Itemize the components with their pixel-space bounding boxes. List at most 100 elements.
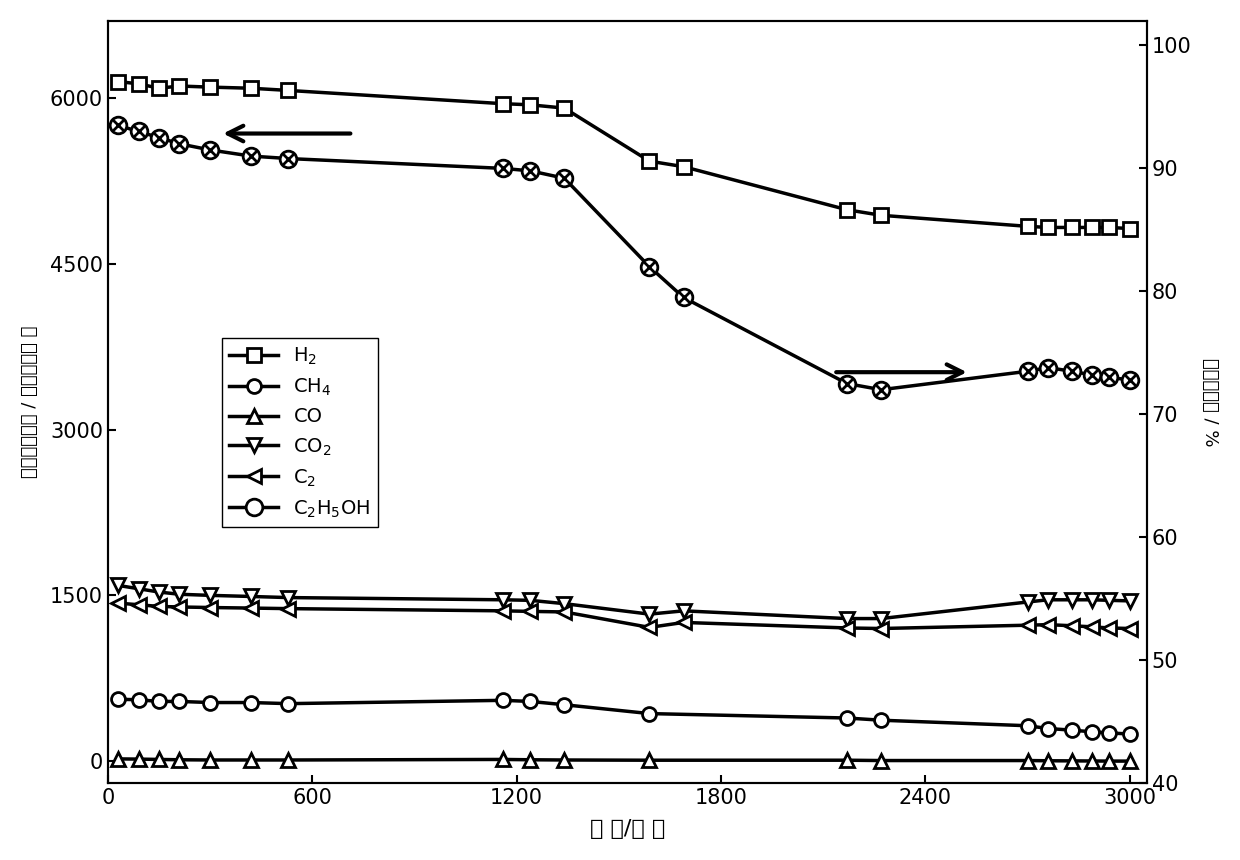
H$_2$ — [131, 78, 146, 89]
CO — [1122, 756, 1137, 766]
CO — [281, 755, 296, 765]
CH$_4$ — [1102, 728, 1117, 738]
C$_2$H$_5$OH — [172, 138, 187, 149]
H$_2$ — [642, 156, 657, 166]
CO — [172, 754, 187, 765]
C$_2$ — [839, 623, 854, 633]
CO — [202, 755, 217, 765]
C$_2$ — [202, 602, 217, 612]
Line: CH$_4$: CH$_4$ — [112, 692, 1137, 741]
CO$_2$ — [1102, 595, 1117, 605]
CO — [110, 753, 125, 764]
C$_2$H$_5$OH — [243, 151, 258, 162]
CO$_2$ — [202, 590, 217, 600]
C$_2$H$_5$OH — [1064, 366, 1079, 377]
Y-axis label: 乙醇转化率 / %: 乙醇转化率 / % — [1202, 358, 1219, 446]
CH$_4$ — [874, 715, 889, 725]
CH$_4$ — [110, 694, 125, 704]
X-axis label: 时 间/分 钟: 时 间/分 钟 — [590, 820, 665, 839]
C$_2$ — [1085, 622, 1100, 632]
CO$_2$ — [839, 613, 854, 624]
H$_2$ — [1085, 222, 1100, 232]
CO — [839, 755, 854, 765]
C$_2$ — [523, 606, 538, 617]
CO — [1064, 756, 1079, 766]
CH$_4$ — [1064, 725, 1079, 735]
CH$_4$ — [1040, 723, 1055, 734]
CH$_4$ — [281, 698, 296, 709]
H$_2$ — [839, 205, 854, 215]
CO — [1040, 756, 1055, 766]
CO$_2$ — [496, 594, 511, 605]
Line: C$_2$: C$_2$ — [112, 596, 1137, 636]
C$_2$H$_5$OH — [202, 144, 217, 155]
CH$_4$ — [523, 697, 538, 707]
C$_2$ — [131, 599, 146, 610]
CH$_4$ — [202, 697, 217, 708]
C$_2$H$_5$OH — [676, 292, 691, 303]
C$_2$H$_5$OH — [874, 384, 889, 395]
CH$_4$ — [243, 697, 258, 708]
H$_2$ — [151, 83, 166, 94]
C$_2$ — [557, 607, 572, 617]
CO$_2$ — [1085, 594, 1100, 605]
H$_2$ — [557, 103, 572, 114]
C$_2$H$_5$OH — [281, 153, 296, 163]
C$_2$ — [1040, 619, 1055, 630]
Legend: H$_2$, CH$_4$, CO, CO$_2$, C$_2$, C$_2$H$_5$OH: H$_2$, CH$_4$, CO, CO$_2$, C$_2$, C$_2$H… — [222, 338, 378, 527]
CH$_4$ — [131, 695, 146, 705]
CO$_2$ — [523, 595, 538, 605]
C$_2$H$_5$OH — [1102, 372, 1117, 383]
CH$_4$ — [1021, 721, 1035, 731]
CO — [1085, 756, 1100, 766]
CO$_2$ — [110, 580, 125, 591]
CO$_2$ — [1122, 596, 1137, 606]
Line: CO$_2$: CO$_2$ — [112, 579, 1137, 625]
CO — [1021, 755, 1035, 765]
C$_2$ — [1021, 620, 1035, 630]
C$_2$H$_5$OH — [1122, 375, 1137, 385]
CH$_4$ — [839, 713, 854, 723]
Line: H$_2$: H$_2$ — [112, 75, 1137, 236]
CO$_2$ — [172, 589, 187, 599]
C$_2$ — [151, 601, 166, 611]
C$_2$ — [281, 604, 296, 614]
CO — [557, 755, 572, 765]
C$_2$ — [110, 598, 125, 608]
H$_2$ — [1040, 222, 1055, 232]
H$_2$ — [1064, 222, 1079, 232]
CO$_2$ — [557, 599, 572, 609]
C$_2$ — [1102, 623, 1117, 633]
Line: CO: CO — [112, 752, 1137, 768]
C$_2$H$_5$OH — [1085, 370, 1100, 380]
C$_2$H$_5$OH — [1040, 362, 1055, 372]
C$_2$H$_5$OH — [642, 261, 657, 272]
H$_2$ — [1122, 224, 1137, 234]
CO — [151, 754, 166, 765]
CH$_4$ — [151, 697, 166, 707]
H$_2$ — [172, 81, 187, 91]
H$_2$ — [110, 77, 125, 87]
C$_2$H$_5$OH — [839, 378, 854, 389]
C$_2$ — [172, 602, 187, 612]
CO — [523, 754, 538, 765]
H$_2$ — [676, 162, 691, 172]
CO$_2$ — [151, 587, 166, 597]
C$_2$H$_5$OH — [1021, 366, 1035, 377]
H$_2$ — [1102, 222, 1117, 232]
CO — [874, 755, 889, 765]
CO — [131, 754, 146, 765]
H$_2$ — [1021, 221, 1035, 231]
CO$_2$ — [1064, 594, 1079, 605]
C$_2$ — [874, 624, 889, 634]
CH$_4$ — [642, 709, 657, 719]
CO$_2$ — [676, 605, 691, 616]
CO$_2$ — [874, 613, 889, 624]
CH$_4$ — [557, 699, 572, 710]
C$_2$ — [1122, 624, 1137, 634]
CO$_2$ — [281, 593, 296, 603]
H$_2$ — [281, 85, 296, 95]
CH$_4$ — [1085, 727, 1100, 737]
C$_2$ — [496, 605, 511, 616]
C$_2$H$_5$OH — [523, 166, 538, 176]
